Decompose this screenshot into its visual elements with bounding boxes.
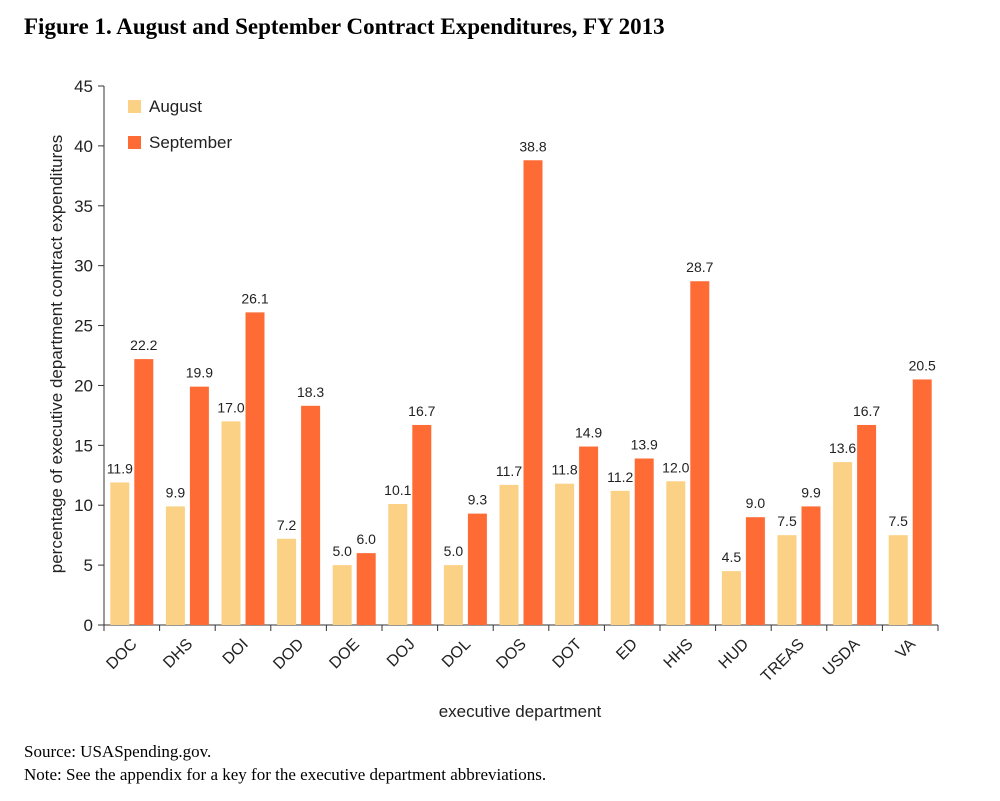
bar-august-treas (777, 535, 797, 625)
y-tick-label: 35 (74, 197, 93, 216)
bar-august-doj (388, 504, 408, 625)
bar-september-doi (245, 312, 265, 625)
x-tick-label-doi: DOI (220, 636, 252, 668)
bar-september-doc (134, 359, 154, 625)
x-tick-label-dol: DOL (439, 636, 474, 671)
chart-data-labels: 11.9 9.9 17.0 7.2 5.0 10.1 5.0 11.7 11.8 11.2 12.0… (107, 138, 936, 565)
x-tick-label-hhs: HHS (661, 636, 697, 672)
data-label-september-dod: 18.3 (297, 384, 324, 400)
data-label-september-hud: 9.0 (746, 495, 766, 511)
y-tick-label: 10 (74, 496, 93, 515)
data-label-august-ed: 11.2 (607, 469, 633, 485)
x-tick-label-dhs: DHS (160, 636, 196, 672)
y-tick-label: 40 (74, 137, 93, 156)
data-label-september-dol: 9.3 (468, 492, 488, 508)
x-tick-label-dos: DOS (493, 636, 530, 673)
bar-august-dod (277, 538, 297, 625)
bar-august-doi (221, 421, 241, 625)
bar-september-ed (634, 458, 654, 625)
data-label-august-doi: 17.0 (217, 399, 244, 415)
bar-september-doe (356, 553, 376, 625)
legend-swatch-september (128, 136, 141, 149)
data-label-september-dos: 38.8 (519, 138, 546, 154)
data-label-august-usda: 13.6 (829, 440, 856, 456)
x-tick-label-ed: ED (613, 636, 641, 664)
bar-august-dot (555, 483, 575, 625)
figure-notes: Source: USASpending.gov. Note: See the a… (24, 740, 546, 786)
bar-september-treas (801, 506, 821, 625)
y-axis-label: percentage of executive department contr… (47, 135, 66, 574)
legend-swatch-august (128, 100, 141, 113)
y-tick-label: 15 (74, 436, 93, 455)
bar-september-hud (745, 517, 765, 625)
bar-september-doj (412, 424, 432, 625)
y-tick-label: 20 (74, 376, 93, 395)
data-label-august-va: 7.5 (888, 513, 908, 529)
bar-august-dos (499, 484, 519, 625)
data-label-august-dhs: 9.9 (166, 484, 186, 500)
data-label-august-hhs: 12.0 (662, 459, 689, 475)
bar-august-dhs (165, 506, 185, 625)
legend-label-august: August (149, 97, 202, 116)
figure-title: Figure 1. August and September Contract … (24, 14, 665, 39)
bar-august-doe (332, 565, 352, 625)
bar-september-va (912, 379, 932, 625)
y-tick-label: 5 (84, 556, 93, 575)
bar-august-hhs (666, 481, 686, 625)
data-label-september-usda: 16.7 (853, 403, 880, 419)
bar-september-usda (857, 424, 877, 625)
x-tick-label-doj: DOJ (384, 636, 419, 671)
chart-bars (110, 160, 932, 626)
data-label-august-dod: 7.2 (277, 517, 297, 533)
data-label-september-dot: 14.9 (575, 425, 602, 441)
abbreviation-note: Note: See the appendix for a key for the… (24, 765, 547, 784)
data-label-august-dot: 11.8 (551, 462, 577, 478)
data-label-august-dos: 11.7 (496, 463, 522, 479)
bar-september-hhs (690, 281, 710, 625)
x-tick-label-va: VA (893, 636, 920, 663)
x-tick-label-doc: DOC (103, 636, 140, 673)
bar-september-dos (523, 160, 543, 626)
bar-september-dot (579, 446, 599, 625)
x-tick-label-hud: HUD (716, 636, 753, 673)
y-tick-label: 45 (74, 77, 93, 96)
bar-august-usda (833, 462, 853, 625)
bar-september-dod (301, 405, 321, 625)
chart-legend: August September (128, 97, 232, 152)
bar-august-dol (443, 565, 463, 625)
x-tick-label-usda: USDA (820, 636, 864, 680)
bar-august-ed (610, 490, 630, 625)
y-tick-label: 0 (84, 616, 93, 635)
bar-september-dol (467, 513, 487, 625)
data-label-september-doj: 16.7 (408, 403, 435, 419)
data-label-september-ed: 13.9 (631, 437, 658, 453)
data-label-august-doj: 10.1 (384, 482, 411, 498)
x-tick-label-dod: DOD (270, 636, 307, 673)
source-note: Source: USASpending.gov. (24, 742, 212, 761)
legend-label-september: September (149, 133, 232, 152)
data-label-august-hud: 4.5 (722, 549, 742, 565)
x-tick-label-doe: DOE (326, 636, 363, 673)
data-label-august-doc: 11.9 (107, 460, 133, 476)
data-label-september-hhs: 28.7 (686, 259, 713, 275)
bar-august-va (888, 535, 908, 625)
data-label-september-treas: 9.9 (801, 484, 821, 500)
data-label-september-doc: 22.2 (130, 337, 157, 353)
data-label-september-va: 20.5 (909, 357, 936, 373)
data-label-august-dol: 5.0 (444, 543, 464, 559)
y-tick-label: 25 (74, 317, 93, 336)
x-tick-label-treas: TREAS (758, 636, 808, 686)
x-tick-label-dot: DOT (550, 636, 586, 672)
x-axis-label: executive department (439, 702, 602, 721)
y-tick-label: 30 (74, 257, 93, 276)
data-label-september-dhs: 19.9 (186, 365, 213, 381)
data-label-september-doe: 6.0 (356, 531, 376, 547)
data-label-august-treas: 7.5 (777, 513, 797, 529)
bar-september-dhs (189, 386, 209, 625)
bar-august-hud (721, 571, 741, 625)
bar-august-doc (110, 482, 130, 625)
data-label-august-doe: 5.0 (332, 543, 352, 559)
data-label-september-doi: 26.1 (241, 290, 268, 306)
